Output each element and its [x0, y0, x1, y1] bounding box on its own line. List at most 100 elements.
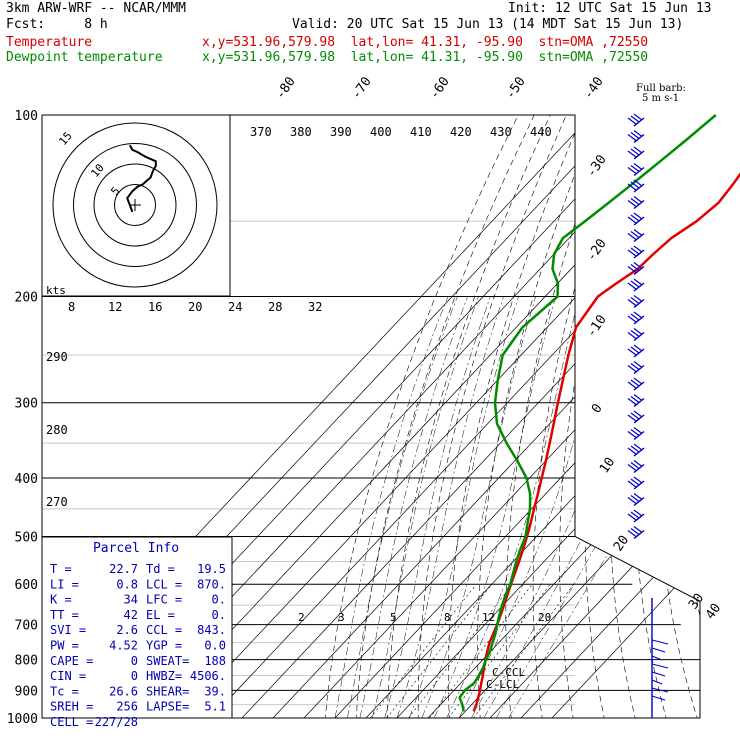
moist-adiabat-line	[495, 296, 700, 718]
parcel-value: 22.7	[109, 562, 138, 576]
isotherm-line	[520, 115, 700, 718]
wind-barb-flag	[630, 379, 640, 387]
mixing-ratio-label: 3	[338, 611, 345, 624]
moist-adiabat-line	[446, 296, 580, 718]
parcel-key: T =	[50, 562, 72, 576]
isotherm-label: -80	[273, 74, 299, 102]
wind-barb-flag	[633, 179, 643, 187]
isotherm-line	[179, 115, 700, 718]
theta-label-low: 280	[46, 423, 68, 437]
dry-adiabat-line	[634, 115, 695, 718]
wind-barb-flag	[633, 344, 643, 352]
wind-barb-flag	[633, 229, 643, 236]
wind-barb-flag	[633, 361, 643, 368]
wind-barb-flag	[627, 167, 637, 174]
dry-adiabat-line	[559, 115, 647, 718]
parcel-key: CAPE =	[50, 654, 93, 668]
theta-label-low: 290	[46, 350, 68, 364]
wind-barb-flag	[627, 365, 637, 372]
mixing-ratio-label: 2	[298, 611, 305, 624]
parcel-key: LFC =	[146, 593, 182, 607]
wind-barb-flag	[633, 526, 643, 533]
theta-e-label: 24	[228, 300, 242, 314]
parcel-value: 2.6	[116, 623, 138, 637]
parcel-value: 227/28	[95, 715, 138, 729]
wind-barb-flag	[633, 245, 643, 253]
mixing-ratio-label: 12	[482, 611, 495, 624]
wind-barb-flag	[627, 447, 637, 455]
barb-legend-line1: Full barb:	[636, 83, 686, 94]
wind-barb-flag	[627, 530, 637, 537]
mixing-ratio-label: 8	[444, 611, 451, 624]
parcel-key: TT =	[50, 608, 79, 622]
theta-e-label: 28	[268, 300, 282, 314]
isotherm-label: -20	[584, 236, 610, 264]
parcel-value: 19.5	[197, 562, 226, 576]
wind-barb-flag	[633, 295, 643, 302]
dry-adiabat-line	[386, 115, 551, 718]
wind-barb-flag	[633, 146, 643, 154]
dry-adiabat-line	[584, 115, 663, 718]
temperature-legend: Temperature	[6, 35, 93, 50]
sounding-curves	[458, 114, 740, 712]
parcel-value: 26.6	[109, 684, 138, 698]
parcel-value: 0.8	[116, 577, 138, 591]
wind-barb-flag	[633, 328, 643, 335]
surface-wind-barb	[651, 671, 666, 677]
pressure-tick-label: 500	[15, 530, 38, 545]
wind-barb-flag	[633, 311, 643, 319]
dry-adiabat-line	[477, 115, 599, 718]
parcel-value: 0.0	[204, 639, 226, 653]
pressure-tick-label: 200	[15, 291, 38, 306]
wind-barb-flag	[630, 478, 640, 486]
model-title: 3km ARW-WRF -- NCAR/MMM	[6, 1, 187, 16]
isotherm-label: -40	[581, 74, 607, 102]
isotherm-label: 20	[611, 533, 632, 554]
theta-label: 390	[330, 125, 352, 139]
isotherm-label: -70	[349, 74, 375, 102]
wind-barb-flag	[627, 464, 637, 471]
isotherm-label: -50	[503, 74, 529, 102]
wind-barb-flag	[627, 431, 637, 438]
theta-label: 410	[410, 125, 432, 139]
moist-adiabat-line	[483, 296, 681, 718]
wind-barb-flag	[627, 134, 637, 141]
isotherm-label: -30	[584, 152, 610, 180]
isotherm-line	[303, 115, 700, 718]
theta-label: 440	[530, 125, 552, 139]
moist-adiabat-line	[508, 296, 700, 718]
parcel-value: 4506.	[190, 669, 226, 683]
pressure-tick-label: 700	[15, 619, 38, 634]
pressure-tick-label: 400	[15, 472, 38, 487]
wind-barb-flag	[630, 396, 640, 403]
moist-adiabat-line	[409, 296, 519, 718]
mixing-ratio-line	[370, 584, 477, 718]
parcel-value: 39.	[204, 684, 226, 698]
wind-barb-flag	[633, 130, 643, 137]
wind-barb-flag	[630, 165, 640, 172]
wind-barb-flag	[633, 476, 643, 484]
parcel-key: SHEAR=	[146, 684, 189, 698]
pressure-tick-label: 900	[15, 684, 38, 699]
isotherm-line	[551, 115, 700, 718]
wind-barb-flag	[630, 280, 640, 288]
temperature-location: x,y=531.96,579.98 lat,lon= 41.31, -95.90…	[202, 35, 649, 50]
lcl-annotation: C-LCL	[486, 678, 519, 691]
surface-wind-barb	[651, 647, 666, 653]
parcel-info-title: Parcel Info	[93, 541, 179, 556]
theta-e-label: 20	[188, 300, 202, 314]
dry-adiabat-line	[448, 115, 583, 718]
wind-barb-flag	[627, 513, 637, 521]
parcel-key: PW =	[50, 639, 79, 653]
wind-barb-flag	[633, 460, 643, 467]
surface-wind-barb	[651, 663, 669, 669]
wind-barb-flag	[630, 264, 640, 271]
wind-barb-flag	[627, 381, 637, 389]
theta-label: 420	[450, 125, 472, 139]
parcel-key: CELL =	[50, 715, 93, 729]
isotherm-line	[458, 115, 700, 718]
wind-barb-flag	[633, 410, 643, 418]
wind-barb-flag	[627, 150, 637, 158]
